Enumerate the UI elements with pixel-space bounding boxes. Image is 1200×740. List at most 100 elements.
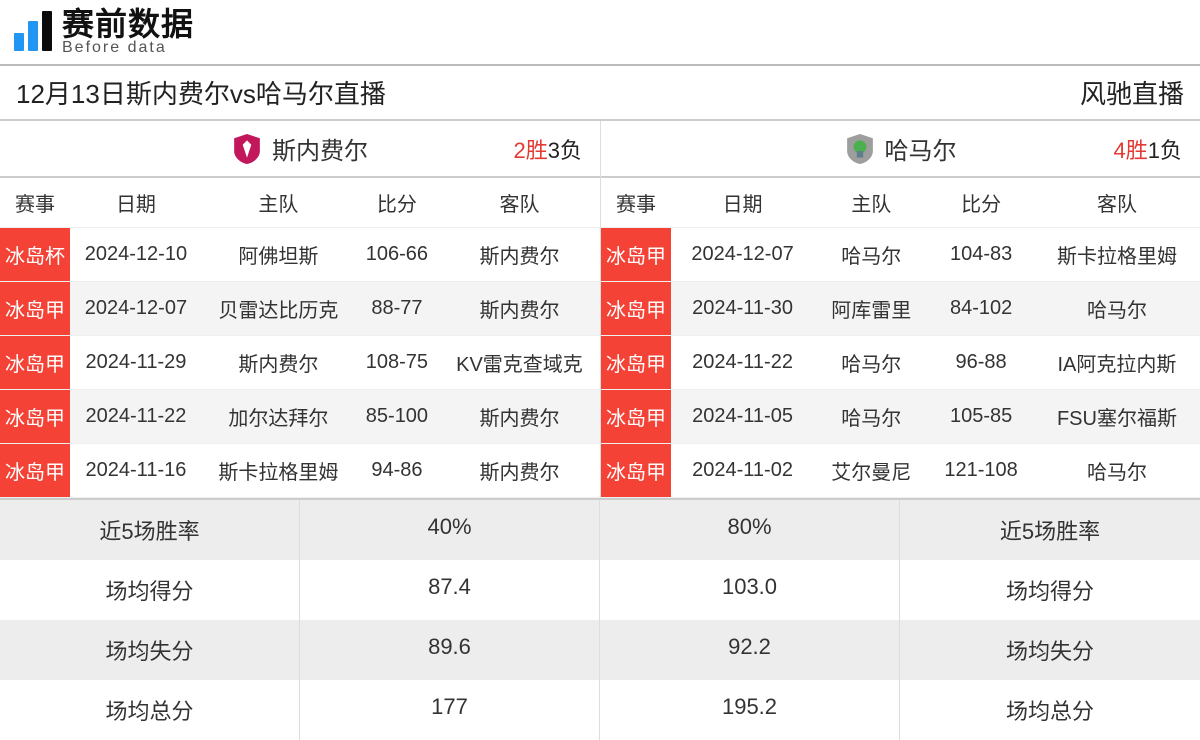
site-name: 风驰直播 bbox=[1080, 74, 1184, 111]
cell-league: 冰岛甲 bbox=[601, 444, 671, 498]
col-away: 客队 bbox=[1034, 178, 1200, 228]
cell-home: 哈马尔 bbox=[814, 228, 928, 282]
cell-away: 斯内费尔 bbox=[439, 228, 600, 282]
cell-home: 加尔达拜尔 bbox=[202, 390, 355, 444]
stat-label: 场均失分 bbox=[0, 620, 300, 680]
cell-home: 阿佛坦斯 bbox=[202, 228, 355, 282]
table-row: 冰岛甲2024-11-22加尔达拜尔85-100斯内费尔 bbox=[0, 390, 600, 444]
cell-league: 冰岛杯 bbox=[0, 228, 70, 282]
cell-away: 斯内费尔 bbox=[439, 282, 600, 336]
left-panel: 斯内费尔 2胜3负 赛事 日期 主队 比分 客队 冰岛杯2024-12-10阿佛… bbox=[0, 121, 600, 498]
table-row: 冰岛杯2024-12-10阿佛坦斯106-66斯内费尔 bbox=[0, 228, 600, 282]
cell-home: 艾尔曼尼 bbox=[814, 444, 928, 498]
cell-league: 冰岛甲 bbox=[0, 282, 70, 336]
cell-score: 84-102 bbox=[928, 282, 1034, 336]
cell-league: 冰岛甲 bbox=[601, 228, 671, 282]
cell-home: 哈马尔 bbox=[814, 390, 928, 444]
logo-bar: 赛前数据 Before data bbox=[0, 0, 1200, 60]
cell-away: 斯内费尔 bbox=[439, 444, 600, 498]
cell-date: 2024-11-22 bbox=[671, 336, 814, 390]
left-team-header: 斯内费尔 2胜3负 bbox=[0, 121, 600, 178]
col-date: 日期 bbox=[671, 178, 814, 228]
cell-date: 2024-11-02 bbox=[671, 444, 814, 498]
stat-label: 场均得分 bbox=[900, 560, 1200, 620]
cell-league: 冰岛甲 bbox=[601, 336, 671, 390]
stat-value: 87.4 bbox=[300, 560, 600, 620]
col-date: 日期 bbox=[70, 178, 202, 228]
right-panel: 哈马尔 4胜1负 赛事 日期 主队 比分 客队 冰岛甲2024-12-07哈马尔… bbox=[600, 121, 1200, 498]
right-matches-table: 赛事 日期 主队 比分 客队 冰岛甲2024-12-07哈马尔104-83斯卡拉… bbox=[601, 178, 1200, 498]
cell-date: 2024-12-10 bbox=[70, 228, 202, 282]
cell-score: 94-86 bbox=[355, 444, 439, 498]
right-record: 4胜1负 bbox=[1114, 133, 1183, 165]
table-row: 冰岛甲2024-11-05哈马尔105-85FSU塞尔福斯 bbox=[601, 390, 1200, 444]
cell-date: 2024-11-22 bbox=[70, 390, 202, 444]
cell-date: 2024-11-29 bbox=[70, 336, 202, 390]
cell-date: 2024-12-07 bbox=[70, 282, 202, 336]
cell-away: 斯内费尔 bbox=[439, 390, 600, 444]
right-team-name: 哈马尔 bbox=[885, 131, 957, 166]
col-league: 赛事 bbox=[0, 178, 70, 228]
cell-date: 2024-11-05 bbox=[671, 390, 814, 444]
table-row: 冰岛甲2024-11-02艾尔曼尼121-108哈马尔 bbox=[601, 444, 1200, 498]
cell-league: 冰岛甲 bbox=[0, 444, 70, 498]
col-home: 主队 bbox=[814, 178, 928, 228]
cell-date: 2024-11-30 bbox=[671, 282, 814, 336]
stat-value: 103.0 bbox=[600, 560, 900, 620]
cell-score: 96-88 bbox=[928, 336, 1034, 390]
col-home: 主队 bbox=[202, 178, 355, 228]
right-team-header: 哈马尔 4胜1负 bbox=[601, 121, 1200, 178]
left-record-loss: 3负 bbox=[548, 138, 582, 163]
cell-home: 贝雷达比历克 bbox=[202, 282, 355, 336]
table-row: 冰岛甲2024-11-30阿库雷里84-102哈马尔 bbox=[601, 282, 1200, 336]
cell-home: 阿库雷里 bbox=[814, 282, 928, 336]
logo-cn: 赛前数据 bbox=[62, 8, 194, 40]
stats-row-total: 场均总分 177 195.2 场均总分 bbox=[0, 680, 1200, 740]
cell-home: 斯卡拉格里姆 bbox=[202, 444, 355, 498]
col-away: 客队 bbox=[439, 178, 600, 228]
stat-value: 40% bbox=[300, 500, 600, 560]
stats-block: 近5场胜率 40% 80% 近5场胜率 场均得分 87.4 103.0 场均得分… bbox=[0, 498, 1200, 740]
stats-row-papg: 场均失分 89.6 92.2 场均失分 bbox=[0, 620, 1200, 680]
left-record-win: 2胜 bbox=[514, 138, 548, 163]
cell-away: IA阿克拉内斯 bbox=[1034, 336, 1200, 390]
left-team-name: 斯内费尔 bbox=[272, 131, 368, 166]
stat-value: 89.6 bbox=[300, 620, 600, 680]
cell-score: 105-85 bbox=[928, 390, 1034, 444]
left-record: 2胜3负 bbox=[514, 133, 583, 165]
cell-score: 108-75 bbox=[355, 336, 439, 390]
table-row: 冰岛甲2024-11-16斯卡拉格里姆94-86斯内费尔 bbox=[0, 444, 600, 498]
table-row: 冰岛甲2024-12-07哈马尔104-83斯卡拉格里姆 bbox=[601, 228, 1200, 282]
page-title: 12月13日斯内费尔vs哈马尔直播 bbox=[16, 74, 386, 111]
stat-label: 近5场胜率 bbox=[0, 500, 300, 560]
logo-text: 赛前数据 Before data bbox=[62, 8, 194, 56]
cell-date: 2024-11-16 bbox=[70, 444, 202, 498]
stat-label: 场均总分 bbox=[900, 680, 1200, 740]
stat-label: 近5场胜率 bbox=[900, 500, 1200, 560]
cell-league: 冰岛甲 bbox=[601, 282, 671, 336]
stat-value: 177 bbox=[300, 680, 600, 740]
col-score: 比分 bbox=[355, 178, 439, 228]
cell-away: FSU塞尔福斯 bbox=[1034, 390, 1200, 444]
cell-away: 斯卡拉格里姆 bbox=[1034, 228, 1200, 282]
cell-score: 85-100 bbox=[355, 390, 439, 444]
shield-icon bbox=[845, 132, 875, 166]
logo-en: Before data bbox=[62, 40, 194, 56]
stat-value: 92.2 bbox=[600, 620, 900, 680]
table-row: 冰岛甲2024-11-22哈马尔96-88IA阿克拉内斯 bbox=[601, 336, 1200, 390]
cell-league: 冰岛甲 bbox=[0, 390, 70, 444]
title-row: 12月13日斯内费尔vs哈马尔直播 风驰直播 bbox=[0, 66, 1200, 119]
table-row: 冰岛甲2024-11-29斯内费尔108-75KV雷克查域克 bbox=[0, 336, 600, 390]
stat-label: 场均总分 bbox=[0, 680, 300, 740]
stat-label: 场均失分 bbox=[900, 620, 1200, 680]
stats-row-winrate: 近5场胜率 40% 80% 近5场胜率 bbox=[0, 500, 1200, 560]
col-score: 比分 bbox=[928, 178, 1034, 228]
cell-home: 哈马尔 bbox=[814, 336, 928, 390]
bars-icon bbox=[14, 13, 52, 51]
cell-home: 斯内费尔 bbox=[202, 336, 355, 390]
shield-icon bbox=[232, 132, 262, 166]
cell-away: 哈马尔 bbox=[1034, 282, 1200, 336]
cell-league: 冰岛甲 bbox=[601, 390, 671, 444]
left-matches-table: 赛事 日期 主队 比分 客队 冰岛杯2024-12-10阿佛坦斯106-66斯内… bbox=[0, 178, 600, 498]
col-league: 赛事 bbox=[601, 178, 671, 228]
